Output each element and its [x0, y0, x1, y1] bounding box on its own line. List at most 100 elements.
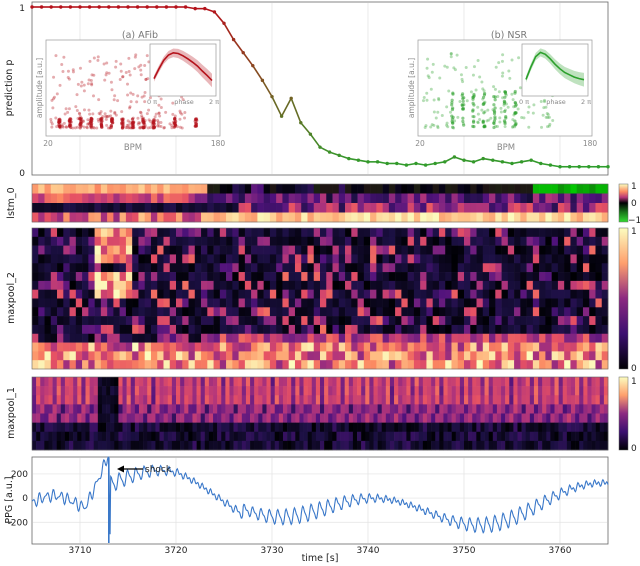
hm-mp2-cell: [570, 254, 577, 264]
hm-mp2-cell: [44, 333, 52, 343]
hm-mp1-cell: [488, 422, 494, 433]
hm-mp1-cell: [513, 440, 518, 451]
hm-mp2-cell: [44, 307, 52, 317]
hm-mp2-cell: [50, 342, 58, 352]
hm-mp1-cell: [435, 395, 440, 405]
hm-mp2-cell: [94, 280, 102, 290]
hm-mp1-cell: [595, 422, 601, 433]
hm-mp2-cell: [94, 324, 102, 335]
hm-lstm-cell: [201, 212, 208, 223]
hm-mp2-cell: [576, 324, 584, 335]
hm-mp2-cell: [251, 360, 258, 370]
hm-mp2-cell: [545, 333, 552, 343]
hm-mp2-cell: [257, 324, 264, 335]
hm-mp1-cell: [447, 440, 452, 451]
prediction-point: [395, 161, 399, 166]
hm-mp2-cell: [395, 316, 402, 326]
hm-mp1-cell: [287, 431, 292, 442]
hm-mp2-cell: [163, 272, 171, 282]
hm-mp2-cell: [100, 342, 108, 352]
hm-mp2-cell: [82, 333, 89, 343]
hm-mp2-cell: [520, 289, 527, 299]
hm-mp2-cell: [420, 263, 427, 273]
hm-mp1-cell: [587, 395, 592, 405]
hm-mp2-cell: [595, 316, 603, 326]
hm-lstm-cell: [489, 203, 496, 213]
hm-mp2-cell: [564, 289, 571, 299]
hm-mp1-cell: [208, 422, 214, 433]
hm-mp2-cell: [263, 307, 271, 317]
hm-lstm-cell: [388, 203, 396, 213]
hm-mp2-cell: [219, 333, 227, 343]
nsr-scatter-point: [460, 77, 464, 81]
hm-mp2-cell: [238, 272, 246, 282]
hm-mp1-cell: [200, 395, 206, 405]
hm-mp2-cell: [595, 236, 603, 246]
hm-mp1-cell: [562, 431, 568, 442]
hm-mp2-cell: [226, 333, 233, 343]
hm-mp2-cell: [526, 333, 534, 343]
hm-mp2-cell: [194, 351, 202, 361]
hm-mp1-cell: [138, 404, 144, 414]
hm-mp2-cell: [294, 351, 302, 361]
hm-lstm-cell: [601, 193, 609, 204]
hm-mp2-cell: [413, 333, 421, 343]
hm-mp2-cell: [382, 272, 390, 282]
nsr-scatter-cluster-point: [451, 121, 455, 125]
afib-scatter-point: [133, 67, 137, 71]
afib-scatter-point: [126, 82, 130, 86]
afib-scatter-point: [74, 105, 78, 109]
hm-mp2-cell: [182, 351, 189, 361]
hm-mp2-cell: [226, 245, 233, 255]
afib-scatter-point: [49, 117, 53, 121]
hm-mp2-cell: [388, 280, 396, 290]
hm-mp2-cell: [182, 254, 189, 264]
hm-mp2-cell: [263, 360, 271, 370]
hm-mp1-cell: [587, 386, 592, 396]
hm-mp1-cell: [237, 386, 243, 396]
hm-mp2-cell: [107, 272, 114, 282]
nsr-scatter-point: [445, 105, 449, 109]
hm-mp2-cell: [169, 289, 177, 299]
hm-mp1-cell: [229, 404, 234, 414]
hm-lstm-cell: [294, 203, 302, 213]
hm-mp2-cell: [244, 316, 252, 326]
hm-mp2-cell: [213, 360, 221, 370]
hm-mp2-cell: [207, 272, 214, 282]
hm-mp2-cell: [457, 228, 465, 238]
hm-mp2-cell: [557, 307, 565, 317]
hm-mp1-cell: [56, 431, 62, 442]
hm-mp2-cell: [188, 307, 196, 317]
hm-mp1-cell: [93, 395, 99, 405]
hm-mp1-cell: [200, 440, 206, 451]
hm-mp2-cell: [476, 324, 484, 335]
hm-mp2-cell: [50, 263, 58, 273]
afib-scatter-point: [136, 122, 140, 126]
hm-mp1-cell: [435, 404, 440, 414]
hm-mp2-cell: [100, 228, 108, 238]
hm-mp1-cell: [138, 395, 144, 405]
hm-mp1-cell: [361, 395, 366, 405]
hm-mp1-cell: [501, 413, 506, 423]
hm-mp1-cell: [472, 413, 477, 423]
afib-scatter-point: [105, 61, 109, 65]
hm-mp1-cell: [570, 431, 576, 442]
hm-mp2-cell: [232, 360, 239, 370]
nsr-scatter-point: [532, 103, 536, 107]
hm-mp2-cell: [282, 316, 289, 326]
hm-mp2-cell: [526, 245, 534, 255]
hm-lstm-cell: [476, 184, 484, 194]
hm-mp1-cell: [496, 386, 502, 396]
hm-lstm-cell: [94, 212, 102, 223]
hm-mp2-cell: [82, 324, 89, 335]
hm-mp2-cell: [163, 351, 171, 361]
hm-mp2-cell: [457, 254, 465, 264]
hm-mp1-cell: [439, 377, 444, 387]
hm-mp2-cell: [407, 324, 415, 335]
hm-lstm-cell: [157, 184, 164, 194]
nsr-scatter-cluster-point: [513, 91, 517, 95]
hm-mp2-cell: [320, 342, 327, 352]
hm-lstm-cell: [226, 203, 233, 213]
hm-mp1-cell: [167, 386, 173, 396]
hm-mp1-cell: [324, 413, 329, 423]
